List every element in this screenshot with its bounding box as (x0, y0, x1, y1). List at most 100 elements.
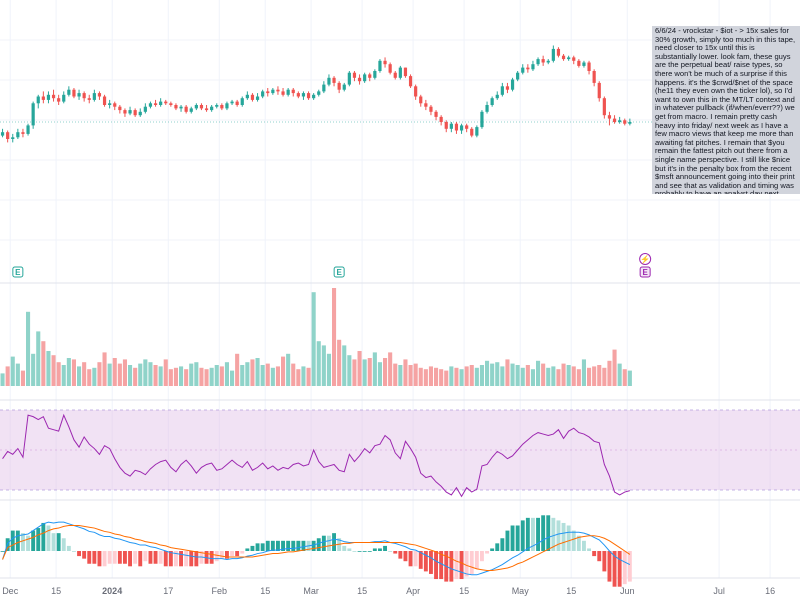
macd-histogram-bar (61, 538, 66, 551)
volume-bar (622, 369, 627, 386)
volume-bar (36, 331, 41, 386)
macd-histogram-bar (510, 525, 515, 551)
volume-bar (469, 365, 474, 386)
candle-body (572, 57, 576, 61)
earnings-marker-icon[interactable]: E (639, 266, 651, 278)
candle-body (567, 57, 571, 60)
macd-histogram-bar (566, 525, 571, 551)
macd-histogram-bar (66, 545, 71, 551)
candle-body (92, 93, 96, 100)
svg-text:E: E (15, 268, 21, 277)
candle-body (470, 128, 474, 136)
volume-bar (189, 363, 194, 386)
candle-body (332, 77, 336, 83)
candle-body (459, 125, 464, 131)
candle-body (465, 125, 469, 129)
earnings-marker-icon[interactable]: E (12, 266, 24, 278)
macd-histogram-bar (582, 540, 586, 551)
volume-bar (500, 366, 505, 386)
macd-histogram-bar (77, 551, 81, 557)
svg-text:E: E (642, 268, 648, 277)
events-layer[interactable]: E E E ⚡ (12, 253, 652, 278)
volume-bar (490, 363, 495, 386)
candle-body (194, 105, 198, 109)
candle-body (490, 98, 494, 105)
volume-bar (342, 345, 347, 386)
macd-histogram-bar (209, 551, 214, 564)
candle-body (266, 91, 270, 94)
volume-bar (347, 355, 352, 386)
volume-bar (485, 360, 490, 386)
lightning-marker-icon[interactable]: ⚡ (639, 253, 652, 265)
candle-body (317, 91, 321, 95)
candle-body (587, 62, 591, 71)
volume-bar (122, 359, 127, 386)
volume-bar (306, 367, 311, 386)
candle-body (531, 64, 535, 70)
macd-histogram-bar (296, 540, 301, 551)
oscillator-panel (0, 409, 800, 498)
macd-histogram-bar (36, 528, 41, 551)
macd-histogram-bar (128, 551, 132, 567)
volume-bar (87, 369, 92, 386)
volume-bar (291, 363, 296, 386)
candle-body (118, 106, 122, 111)
candle-body (475, 127, 479, 136)
candle-body (169, 103, 173, 105)
candle-body (87, 98, 91, 100)
candle-body (495, 94, 499, 99)
volume-bar (536, 360, 541, 386)
macd-histogram-bar (168, 551, 173, 567)
candle-body (383, 60, 387, 65)
volume-bar (107, 363, 112, 386)
volume-bar (571, 366, 576, 386)
macd-histogram-bar (179, 551, 183, 567)
volume-bar (525, 365, 530, 386)
candle-body (312, 94, 316, 99)
volume-bar (281, 356, 286, 386)
macd-histogram-bar (454, 551, 459, 580)
candle-body (261, 91, 265, 97)
macd-histogram-bar (490, 548, 495, 551)
macd-histogram-bar (250, 545, 255, 551)
volume-bar (505, 359, 510, 386)
macd-histogram-bar (0, 551, 5, 552)
volume-bar (10, 356, 15, 386)
macd-histogram-bar (311, 540, 316, 551)
candle-body (337, 82, 341, 90)
svg-text:⚡: ⚡ (640, 254, 650, 264)
price-panel[interactable] (0, 45, 652, 143)
earnings-marker-icon[interactable]: E (333, 266, 345, 278)
macd-histogram-bar (515, 525, 520, 551)
candle-body (31, 103, 35, 126)
macd-histogram-bar (163, 551, 168, 567)
macd-histogram-bar (240, 551, 245, 554)
macd-histogram-bar (459, 551, 464, 580)
candle-body (454, 123, 459, 131)
volume-bar (286, 353, 291, 386)
candle-body (255, 96, 260, 100)
volume-bar (510, 363, 515, 386)
candle-body (439, 116, 443, 122)
candle-body (230, 101, 234, 104)
macd-histogram-bar (133, 551, 138, 564)
macd-histogram-bar (332, 533, 336, 551)
candle-body (419, 96, 423, 104)
x-tick-label: Feb (212, 586, 228, 596)
macd-histogram-bar (230, 551, 234, 557)
volume-bar (434, 367, 439, 386)
candle-body (556, 48, 561, 56)
x-tick-label: May (512, 586, 530, 596)
candle-body (57, 98, 61, 102)
volume-bar (66, 358, 71, 386)
macd-histogram-bar (276, 540, 280, 551)
candle-body (108, 103, 112, 105)
annotation-note[interactable]: 6/6/24 - vrockstar - $iot - > 15x sales … (652, 26, 800, 194)
candle-body (153, 103, 158, 105)
macd-histogram-bar (622, 551, 627, 585)
volume-bar (20, 370, 25, 386)
volume-bar (235, 353, 240, 386)
macd-histogram-bar (245, 548, 250, 551)
volume-bar (102, 352, 107, 386)
